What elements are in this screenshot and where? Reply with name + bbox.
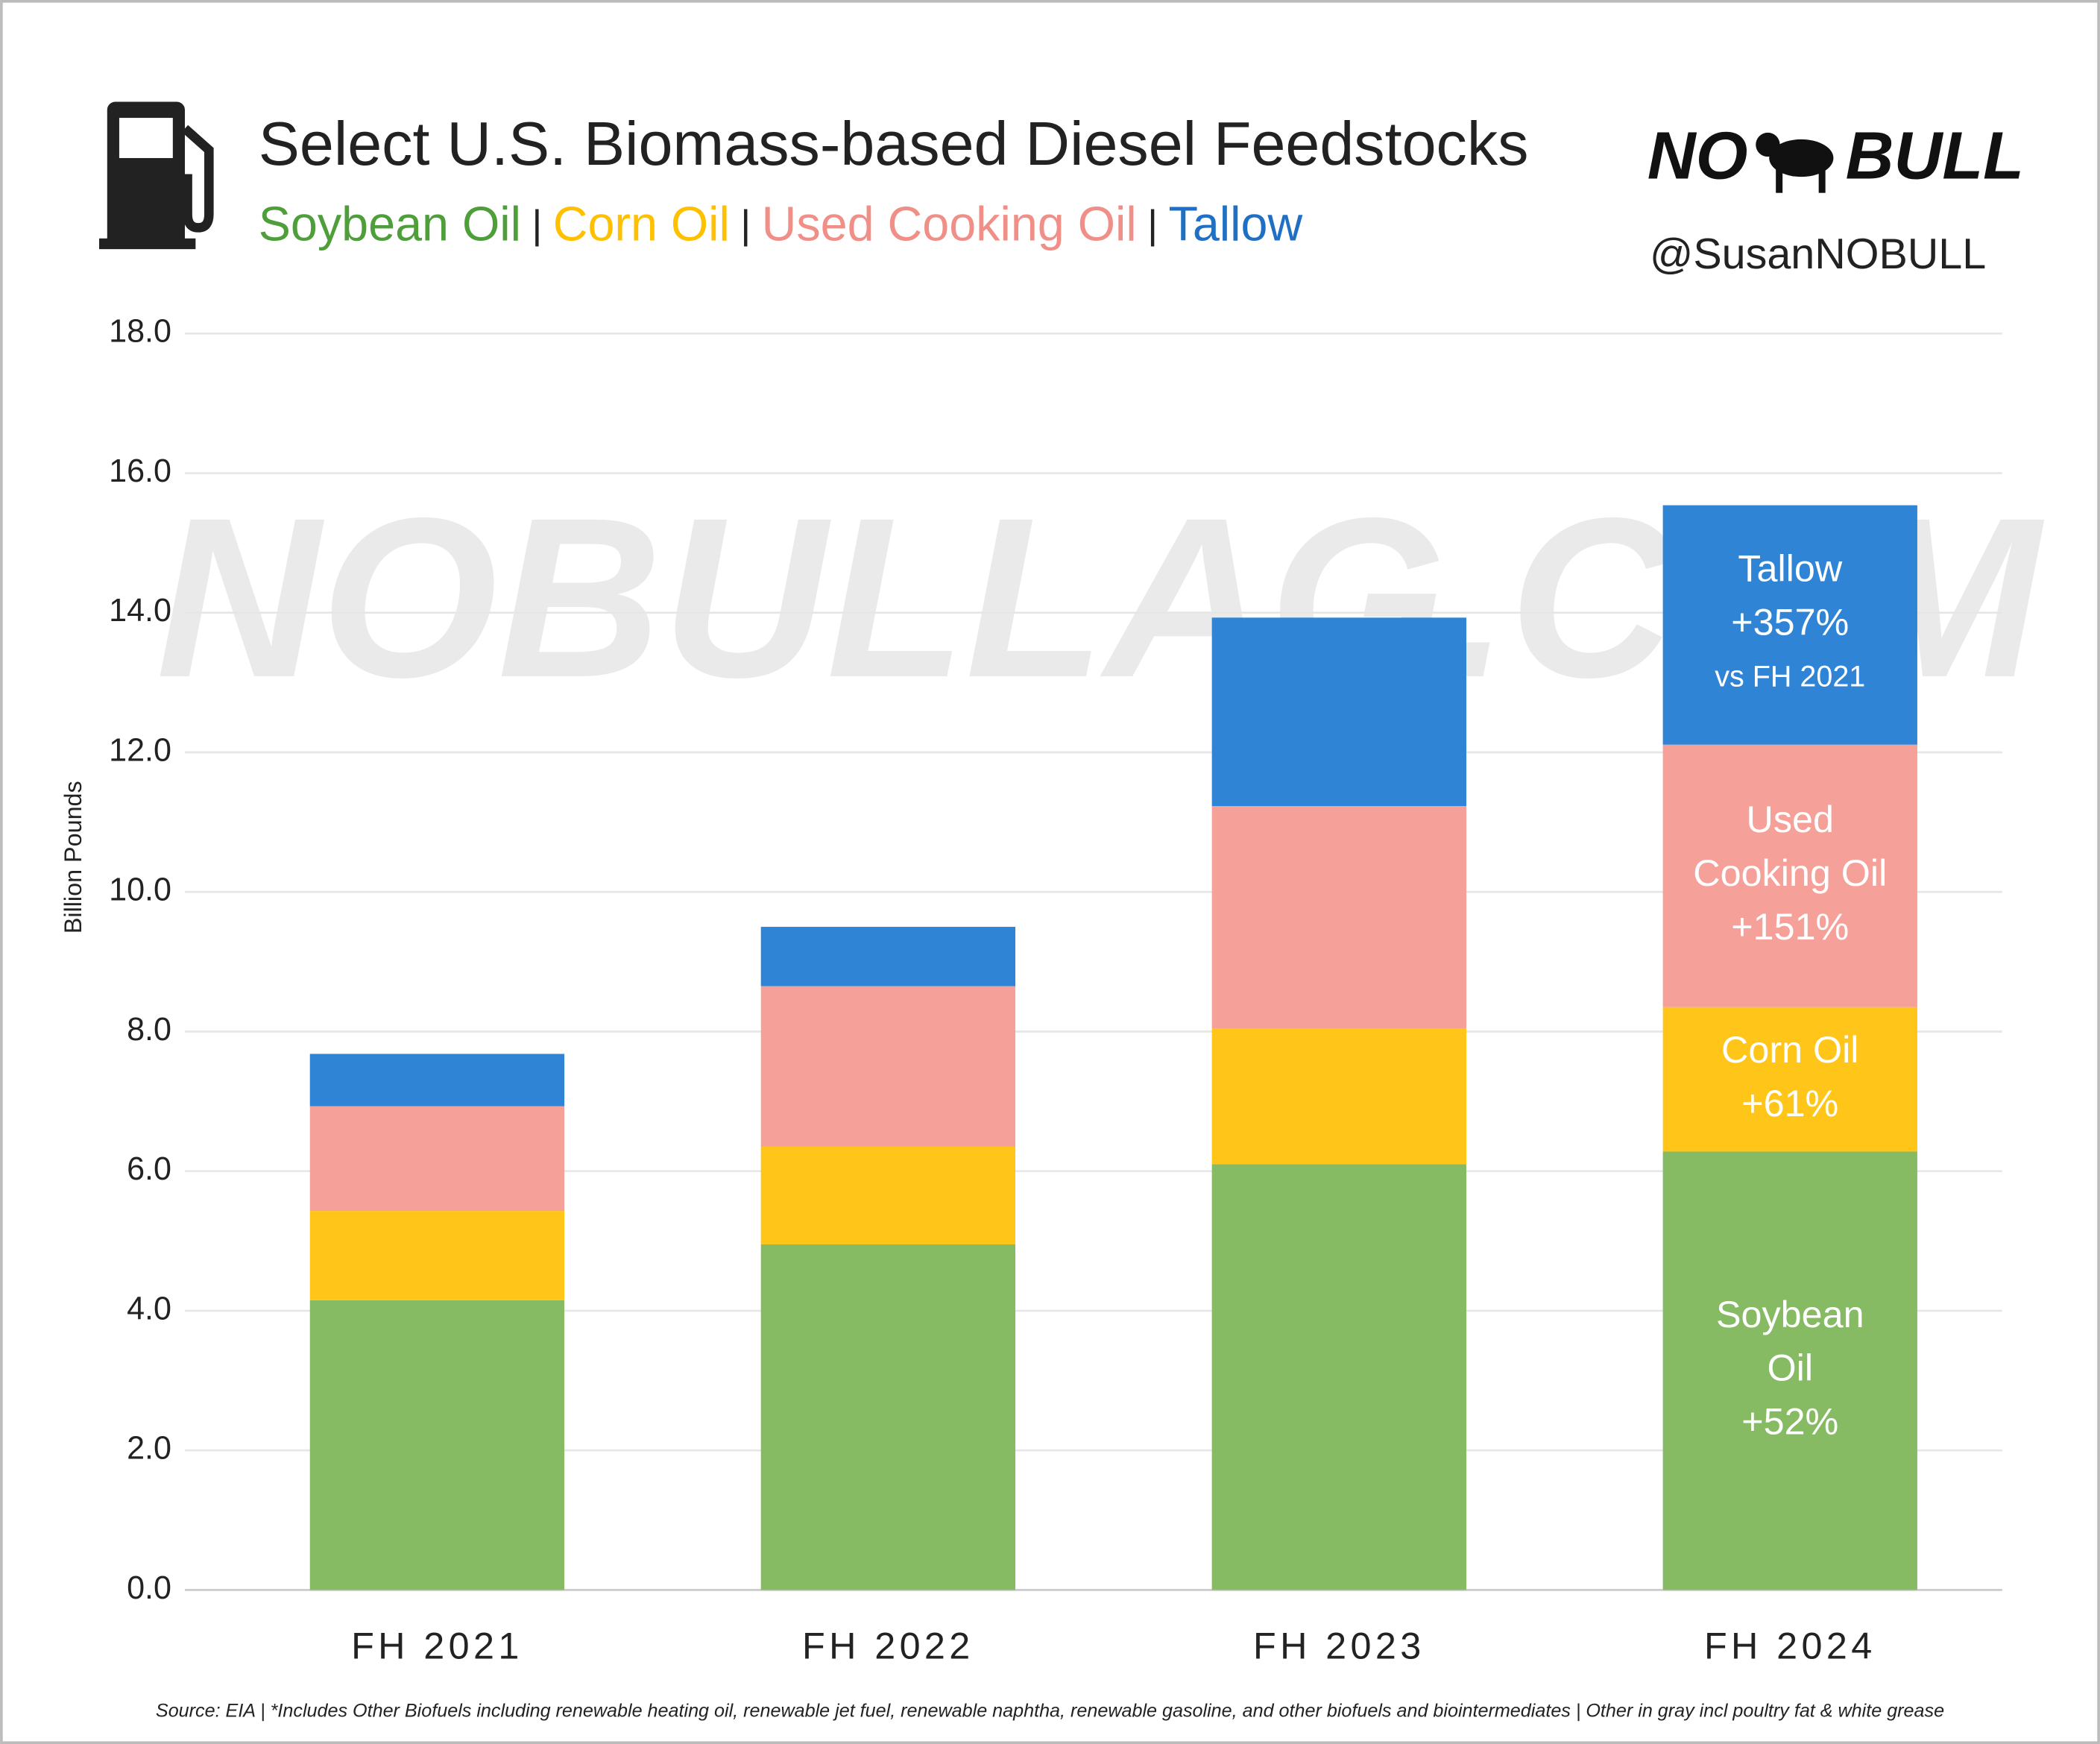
bar-segment <box>1662 505 1917 745</box>
segment-annotation: vs FH 2021 <box>1715 660 1865 693</box>
segment-annotation: +52% <box>1741 1400 1838 1443</box>
y-tick-label: 4.0 <box>127 1291 171 1326</box>
segment-annotation: Corn Oil <box>1721 1028 1858 1071</box>
legend: Soybean Oil | Corn Oil | Used Cooking Oil | Ta… <box>259 196 1303 251</box>
bar-segment <box>1211 806 1466 1029</box>
x-tick-label: FH 2024 <box>1704 1625 1876 1667</box>
y-tick-label: 0.0 <box>127 1570 171 1606</box>
y-tick-label: 6.0 <box>127 1151 171 1187</box>
y-tick-label: 14.0 <box>109 593 171 629</box>
legend-entry: Tallow <box>1169 196 1303 251</box>
bar-segment <box>1662 1151 1917 1590</box>
bull-icon <box>1756 132 1834 193</box>
x-tick-label: FH 2023 <box>1253 1625 1425 1667</box>
bar-segment <box>309 1054 565 1106</box>
logo-text: BULL <box>1846 119 2024 193</box>
bar-segment <box>309 1106 565 1212</box>
bar-segment <box>1211 1164 1466 1590</box>
segment-annotation: +61% <box>1741 1082 1838 1124</box>
bar-segment <box>1662 744 1917 1007</box>
y-tick-label: 16.0 <box>109 453 171 489</box>
bar-segment <box>760 1244 1016 1590</box>
segment-annotation: +357% <box>1731 600 1849 643</box>
x-tick-label: FH 2021 <box>351 1625 523 1667</box>
bar-segment <box>309 1211 565 1300</box>
legend-separator: | <box>532 203 542 248</box>
legend-entry: Corn Oil <box>553 196 730 251</box>
y-tick-label: 18.0 <box>109 314 171 350</box>
source-note: Source: EIA | *Includes Other Biofuels i… <box>156 1701 1944 1722</box>
segment-annotation: Cooking Oil <box>1693 851 1887 894</box>
x-tick-label: FH 2022 <box>802 1625 974 1667</box>
segment-annotation: Oil <box>1768 1347 1813 1389</box>
y-tick-label: 10.0 <box>109 872 171 908</box>
y-tick-label: 12.0 <box>109 732 171 768</box>
fuel-pump-icon <box>99 101 214 250</box>
chart-title: Select U.S. Biomass-based Diesel Feedsto… <box>259 109 1529 178</box>
segment-annotation: Used <box>1747 798 1834 840</box>
y-tick-label: 8.0 <box>127 1012 171 1048</box>
legend-separator: | <box>1147 203 1158 248</box>
bar-segment <box>1211 617 1466 807</box>
legend-entry: Soybean Oil <box>259 196 521 251</box>
legend-separator: | <box>740 203 751 248</box>
legend-entry: Used Cooking Oil <box>762 196 1137 251</box>
logo-text: NO <box>1647 119 1748 193</box>
bar-segment <box>1662 1007 1917 1152</box>
bar-segment <box>309 1300 565 1590</box>
bar-segment <box>760 1146 1016 1245</box>
segment-annotation: +151% <box>1731 905 1849 948</box>
bar-segment <box>1211 1028 1466 1165</box>
y-tick-label: 2.0 <box>127 1431 171 1467</box>
bar-segment <box>760 927 1016 986</box>
y-axis-label: Billion Pounds <box>60 781 86 934</box>
segment-annotation: Soybean <box>1716 1293 1864 1335</box>
bar-segment <box>760 986 1016 1147</box>
segment-annotation: Tallow <box>1738 547 1842 590</box>
handle: @SusanNOBULL <box>1650 230 1986 278</box>
